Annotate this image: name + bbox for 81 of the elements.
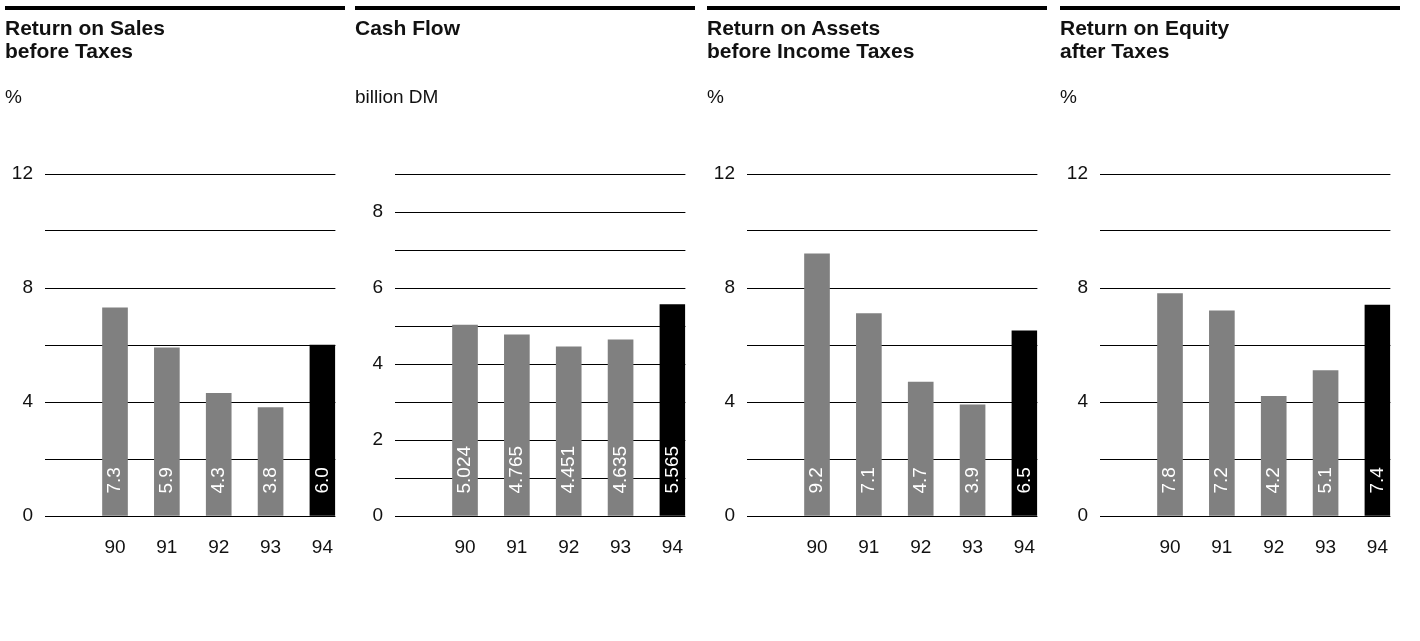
y-tick-label: 0 [1077,504,1088,526]
data-label: 4.635 [608,445,630,494]
bar [452,324,478,516]
data-label: 3.8 [258,467,280,494]
bar [257,407,284,516]
y-tick-label: 12 [11,162,33,184]
y-tick-label: 8 [372,200,383,222]
x-tick-label: 93 [610,535,632,557]
x-tick-label: 91 [156,535,178,557]
data-label: 5.9 [155,467,177,494]
y-axis-title: % [707,86,724,108]
y-tick-label: 4 [1077,390,1089,412]
data-label: 4.765 [505,445,527,494]
bar [804,253,830,516]
y-tick-label: 0 [372,504,383,526]
x-tick-label: 90 [806,535,828,557]
x-tick-label: 94 [661,535,684,557]
y-axis-title: % [5,86,22,108]
x-tick-label: 92 [910,535,932,557]
y-axis-title: billion DM [355,86,439,108]
bar [856,313,882,516]
data-label: 7.2 [1210,467,1232,494]
y-tick-label: 0 [724,504,735,526]
x-tick-label: 94 [1366,535,1389,557]
x-tick-label: 94 [1013,535,1036,557]
bar [504,334,530,516]
y-tick-label: 8 [724,276,735,298]
y-tick-label: 12 [713,162,735,184]
bar [907,381,934,516]
y-tick-label: 12 [1066,162,1088,184]
bar [607,339,634,516]
x-tick-label: 93 [260,535,282,557]
bar [1312,370,1339,516]
y-tick-label: 8 [22,276,33,298]
bar [1209,310,1235,516]
x-tick-label: 92 [558,535,580,557]
data-label: 9.2 [805,467,827,494]
y-tick-label: 0 [22,504,33,526]
y-tick-label: 6 [372,276,383,298]
data-label: 3.9 [960,467,982,494]
data-label: 7.3 [103,467,125,494]
bar [102,307,128,516]
x-tick-label: 94 [311,535,334,557]
x-tick-label: 93 [1315,535,1337,557]
data-label: 4.7 [908,467,930,494]
data-label: 7.4 [1365,466,1387,494]
data-label: 5.1 [1313,467,1335,494]
x-tick-label: 91 [858,535,880,557]
chart-title: Cash Flow [355,16,461,39]
bar [154,347,180,516]
data-label: 5.024 [453,445,475,494]
x-tick-label: 92 [1263,535,1285,557]
data-label: 4.3 [206,467,228,494]
bar [959,404,986,516]
x-tick-label: 90 [1159,535,1181,557]
chart-title: Return on Sales before Taxes [5,16,165,62]
y-tick-label: 4 [724,390,736,412]
bar [555,346,582,516]
bar [1260,395,1287,516]
bar [205,393,232,516]
x-tick-label: 92 [208,535,230,557]
data-label: 7.8 [1158,467,1180,494]
x-tick-label: 91 [506,535,528,557]
y-tick-label: 4 [372,352,384,374]
data-label: 7.1 [857,467,879,494]
y-tick-label: 4 [22,390,34,412]
chart-title: Return on Assets before Income Taxes [707,16,915,62]
y-axis-title: % [1060,86,1077,108]
chart-title: Return on Equity after Taxes [1060,16,1230,62]
data-label: 4.2 [1261,467,1283,494]
data-label: 6.5 [1012,467,1034,494]
x-tick-label: 91 [1211,535,1233,557]
data-label: 5.565 [660,445,682,494]
data-label: 6.0 [310,467,332,494]
x-tick-label: 90 [104,535,126,557]
x-tick-label: 90 [454,535,476,557]
y-tick-label: 2 [372,428,383,450]
bar [1157,293,1183,516]
data-label: 4.451 [556,445,578,494]
x-tick-label: 93 [962,535,984,557]
y-tick-label: 8 [1077,276,1088,298]
